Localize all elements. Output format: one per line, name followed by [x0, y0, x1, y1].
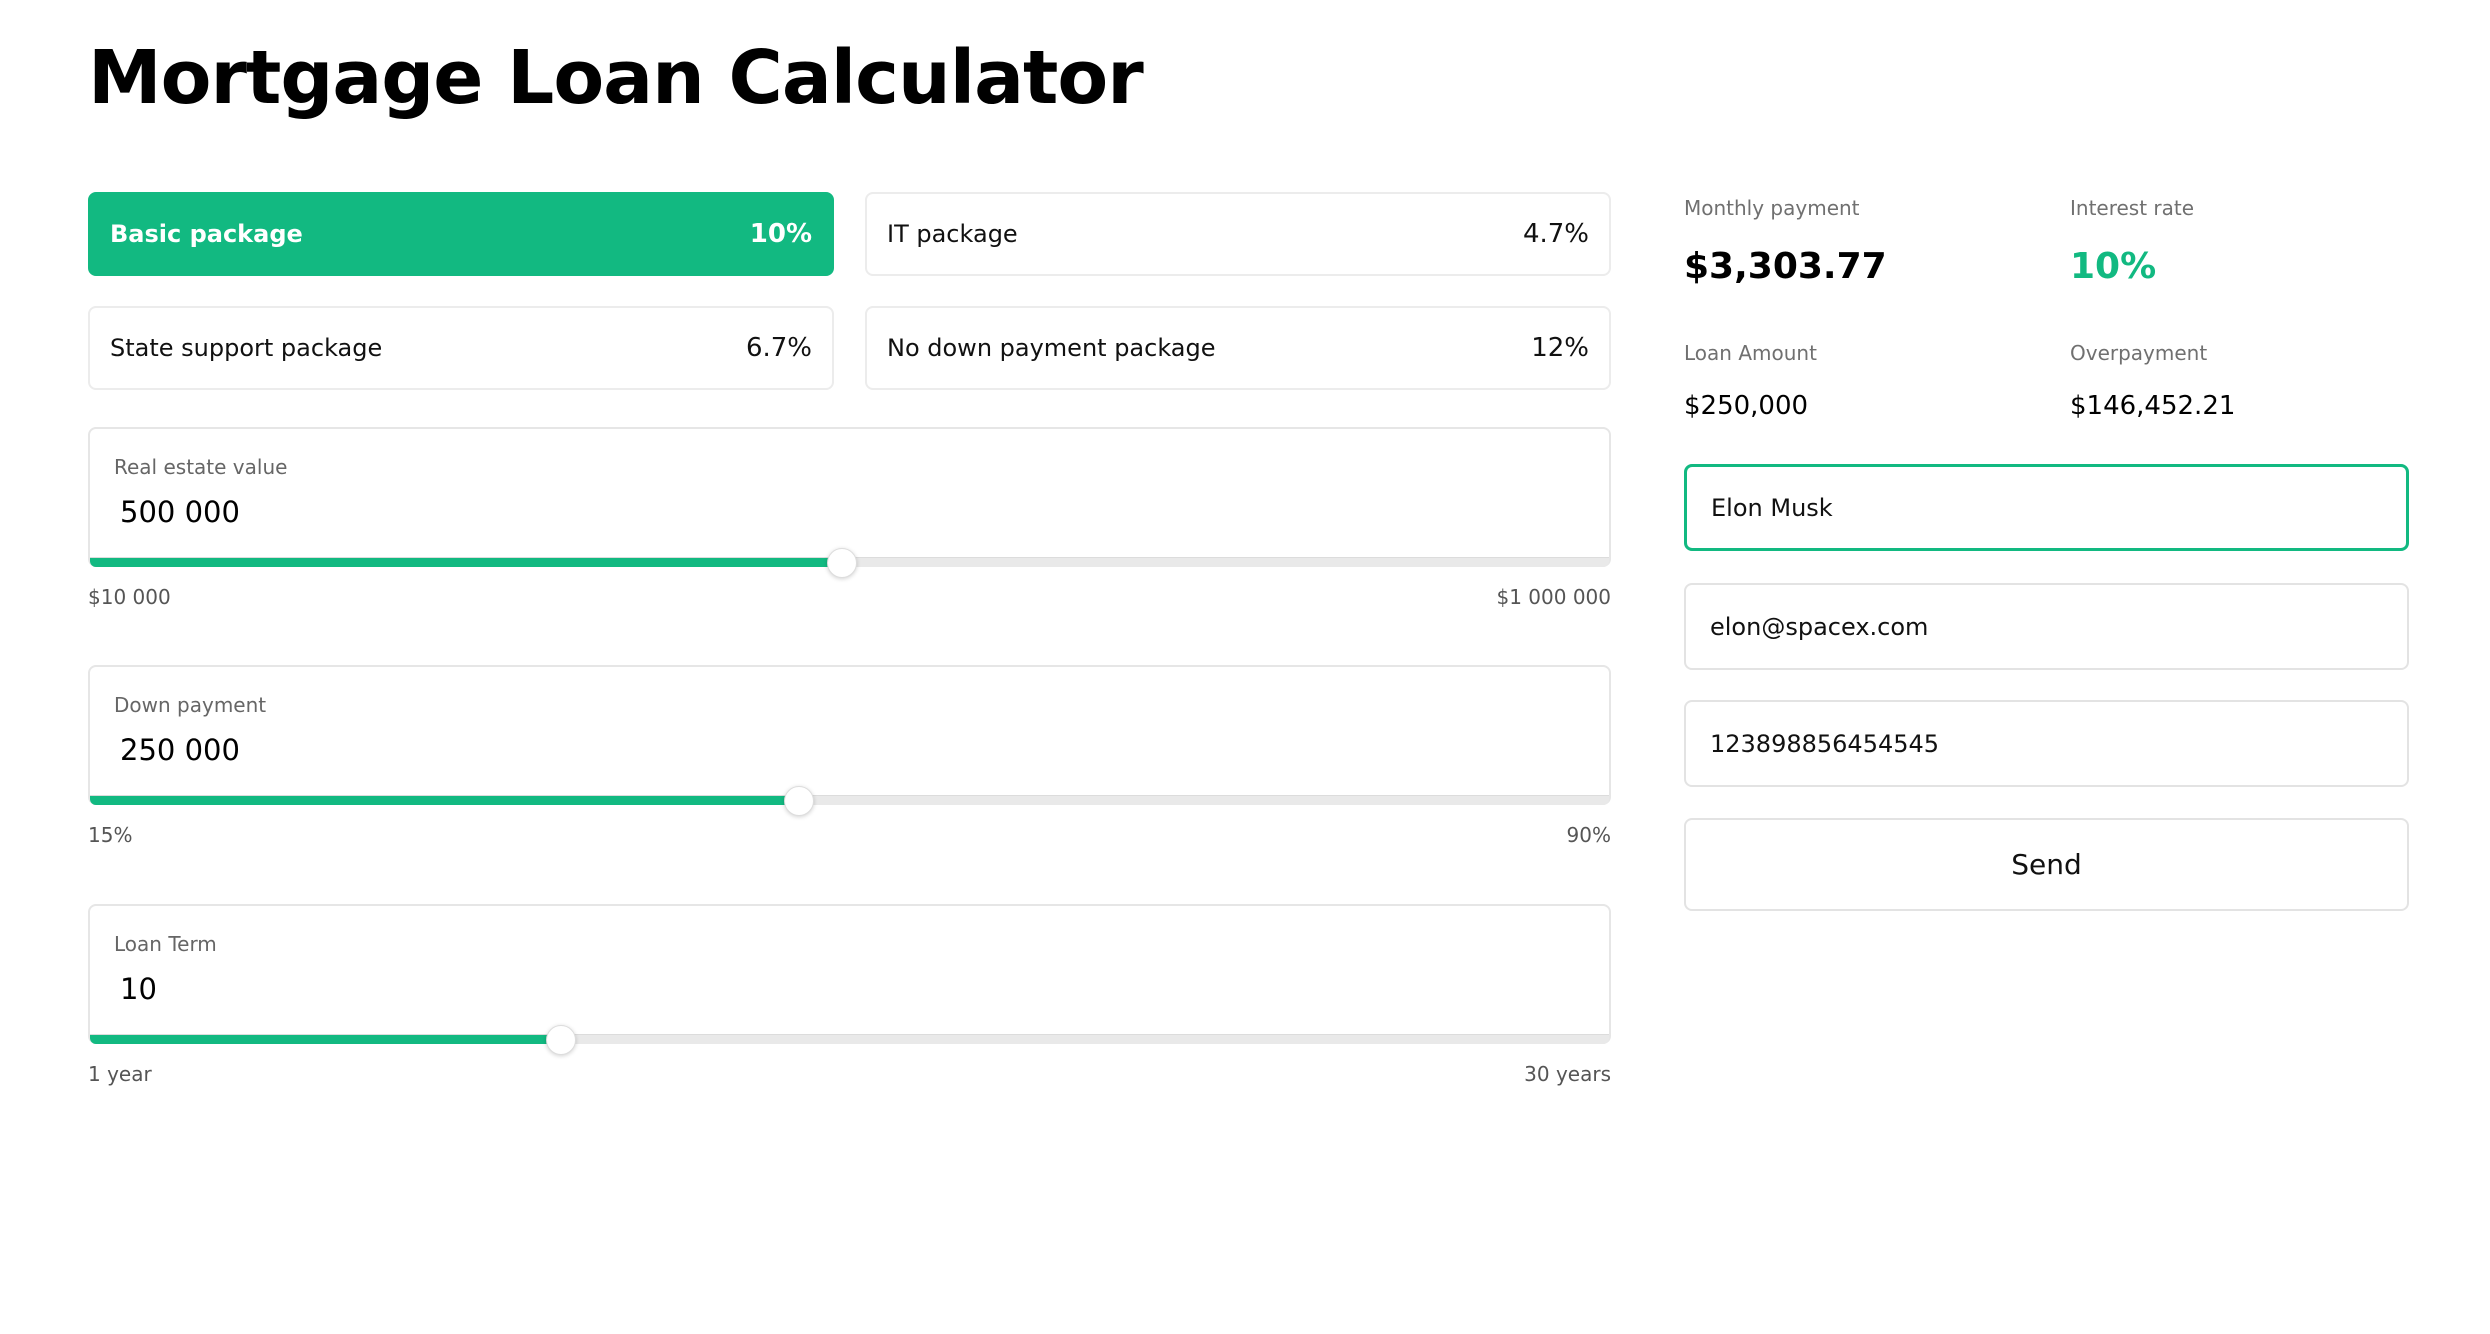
loan-term-field: Loan Term 1 year 30 years [88, 904, 1611, 1086]
loan-term-slider[interactable] [90, 1025, 1609, 1055]
real-estate-value-slider-fill [90, 558, 842, 567]
monthly-payment-stat: Monthly payment $3,303.77 [1684, 196, 2044, 287]
loan-amount-stat: Loan Amount $250,000 [1684, 341, 2044, 421]
overpayment-label: Overpayment [2070, 341, 2208, 365]
real-estate-value-field: Real estate value $10 000 $1 000 000 [88, 427, 1611, 609]
down-payment-box: Down payment [88, 665, 1611, 816]
package-name: State support package [110, 334, 383, 362]
range-min-label: 15% [88, 823, 133, 847]
loan-amount-label: Loan Amount [1684, 341, 1817, 365]
real-estate-value-slider-handle[interactable] [826, 548, 857, 578]
loan-term-slider-handle[interactable] [545, 1025, 576, 1055]
down-payment-slider[interactable] [90, 786, 1609, 816]
real-estate-value-slider[interactable] [90, 548, 1609, 578]
interest-rate-value: 10% [2070, 246, 2157, 287]
package-rate: 4.7% [1522, 219, 1589, 249]
loan-term-input[interactable] [120, 972, 820, 1006]
down-payment-input[interactable] [120, 733, 820, 767]
down-payment-label: Down payment [114, 693, 267, 717]
real-estate-value-input[interactable] [120, 495, 820, 529]
package-state-support[interactable]: State support package 6.7% [88, 306, 834, 390]
real-estate-value-box: Real estate value [88, 427, 1611, 578]
package-name: Basic package [110, 220, 303, 248]
package-name: No down payment package [887, 334, 1216, 362]
range-max-label: $1 000 000 [1496, 585, 1611, 609]
down-payment-slider-fill [90, 796, 800, 805]
page-title: Mortgage Loan Calculator [88, 35, 1144, 121]
package-rate: 10% [749, 219, 812, 249]
email-input[interactable] [1684, 583, 2409, 670]
package-selector: Basic package 10% IT package 4.7% State … [88, 192, 1611, 390]
real-estate-value-range: $10 000 $1 000 000 [88, 585, 1611, 609]
send-button[interactable]: Send [1684, 818, 2409, 911]
package-basic[interactable]: Basic package 10% [88, 192, 834, 276]
loan-amount-value: $250,000 [1684, 391, 1809, 421]
package-no-down-payment[interactable]: No down payment package 12% [865, 306, 1611, 390]
loan-term-box: Loan Term [88, 904, 1611, 1055]
package-name: IT package [887, 220, 1018, 248]
monthly-payment-label: Monthly payment [1684, 196, 1860, 220]
loan-term-slider-fill [90, 1035, 561, 1044]
package-rate: 6.7% [745, 333, 812, 363]
name-input[interactable] [1684, 464, 2409, 551]
down-payment-range: 15% 90% [88, 823, 1611, 847]
interest-rate-label: Interest rate [2070, 196, 2195, 220]
real-estate-value-label: Real estate value [114, 455, 288, 479]
package-rate: 12% [1531, 333, 1589, 363]
loan-term-range: 1 year 30 years [88, 1062, 1611, 1086]
range-min-label: 1 year [88, 1062, 152, 1086]
overpayment-stat: Overpayment $146,452.21 [2070, 341, 2430, 421]
range-min-label: $10 000 [88, 585, 171, 609]
overpayment-value: $146,452.21 [2070, 391, 2236, 421]
down-payment-field: Down payment 15% 90% [88, 665, 1611, 847]
interest-rate-stat: Interest rate 10% [2070, 196, 2430, 287]
package-it[interactable]: IT package 4.7% [865, 192, 1611, 276]
range-max-label: 30 years [1524, 1062, 1611, 1086]
down-payment-slider-handle[interactable] [784, 786, 815, 816]
range-max-label: 90% [1566, 823, 1611, 847]
phone-input[interactable] [1684, 700, 2409, 787]
monthly-payment-value: $3,303.77 [1684, 246, 1887, 287]
loan-term-label: Loan Term [114, 932, 217, 956]
